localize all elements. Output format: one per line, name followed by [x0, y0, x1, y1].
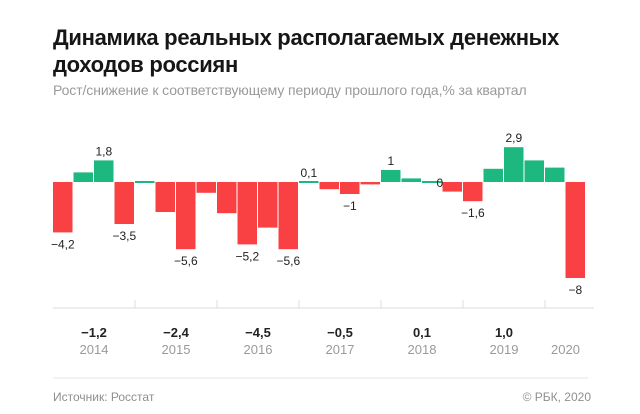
annual-value-label: 0,1	[413, 325, 431, 340]
bar	[135, 181, 155, 183]
data-label: −1,6	[461, 206, 485, 220]
data-label: 1,8	[95, 144, 112, 158]
bar	[94, 160, 114, 182]
bar	[340, 182, 360, 194]
annual-value-label: −1,2	[81, 325, 107, 340]
copyright-note: © РБК, 2020	[522, 390, 591, 404]
bar	[73, 172, 93, 182]
year-tick-label: 2018	[408, 342, 437, 357]
bar	[258, 182, 278, 228]
data-label: −5,6	[174, 254, 198, 268]
bar	[401, 178, 421, 182]
bar	[524, 160, 544, 182]
bar	[278, 182, 298, 250]
data-label: −1	[343, 199, 357, 213]
data-label: 2,9	[505, 131, 522, 145]
annual-value-label: −4,5	[245, 325, 271, 340]
bar	[114, 182, 134, 224]
bar	[360, 182, 380, 185]
bar	[299, 181, 319, 183]
year-tick-label: 2014	[80, 342, 109, 357]
bar	[422, 181, 442, 183]
year-tick-label: 2017	[326, 342, 355, 357]
bar	[545, 167, 565, 182]
bar	[463, 182, 483, 202]
year-tick-label: 2019	[490, 342, 519, 357]
data-label: −4,2	[51, 237, 75, 251]
bar	[319, 182, 339, 190]
data-label: −3,5	[112, 229, 136, 243]
annual-value-label: 1,0	[495, 325, 513, 340]
data-label: −5,2	[235, 249, 259, 263]
annual-value-label: −0,5	[327, 325, 353, 340]
data-label: −8	[568, 283, 582, 297]
data-label: 0	[436, 176, 443, 190]
bar	[196, 182, 216, 193]
bar	[504, 147, 524, 182]
bar	[442, 182, 462, 192]
bar	[565, 182, 585, 278]
year-tick-label: 2015	[162, 342, 191, 357]
chart-title: Динамика реальных располагаемых денежных…	[53, 25, 560, 77]
chart-subtitle: Рост/снижение к соответствующему периоду…	[53, 82, 527, 98]
bar	[237, 182, 257, 245]
bar	[155, 182, 175, 212]
data-label: −5,6	[276, 254, 300, 268]
year-tick-label: 2020	[551, 342, 580, 357]
annual-value-label: −2,4	[163, 325, 189, 340]
data-label: 0,1	[300, 166, 317, 180]
bar	[53, 182, 73, 233]
data-label: 1	[387, 154, 394, 168]
year-tick-label: 2016	[244, 342, 273, 357]
bar	[483, 168, 503, 182]
bar	[217, 182, 237, 214]
bar	[176, 182, 196, 250]
source-note: Источник: Росстат	[53, 390, 155, 404]
bar	[381, 170, 401, 182]
